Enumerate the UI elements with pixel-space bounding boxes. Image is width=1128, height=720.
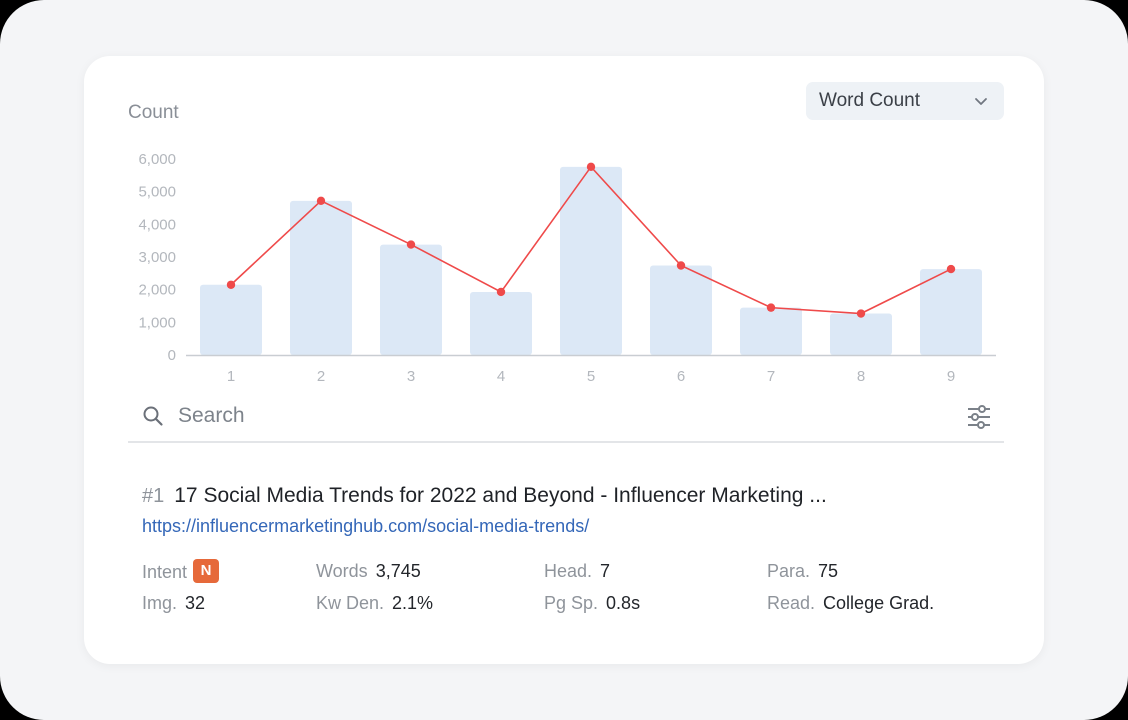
metric-page-speed: Pg Sp. 0.8s bbox=[544, 593, 640, 614]
line-point bbox=[496, 287, 506, 297]
metric-keyword-density: Kw Den. 2.1% bbox=[316, 593, 433, 614]
x-tick-label: 7 bbox=[767, 368, 775, 385]
metric-label: Read. bbox=[767, 593, 816, 613]
metric-value: 3,745 bbox=[375, 561, 421, 581]
search-bar bbox=[128, 395, 1004, 443]
metric-label: Kw Den. bbox=[316, 593, 385, 613]
y-tick-label: 6,000 bbox=[138, 151, 176, 168]
y-tick-label: 1,000 bbox=[138, 314, 176, 331]
metric-label: Img. bbox=[142, 593, 178, 613]
line-point bbox=[766, 303, 776, 312]
metric-headings: Head. 7 bbox=[544, 561, 610, 582]
y-tick-label: 4,000 bbox=[138, 216, 176, 233]
metric-select-value: Word Count bbox=[819, 90, 921, 111]
bar bbox=[650, 265, 712, 355]
metric-label: Para. bbox=[767, 561, 811, 581]
metric-value: 0.8s bbox=[606, 593, 641, 613]
bar bbox=[290, 200, 352, 355]
metric-value: 75 bbox=[818, 561, 839, 581]
metric-value: 7 bbox=[600, 561, 611, 581]
result-rank: #1 bbox=[142, 485, 165, 507]
bar bbox=[200, 284, 262, 355]
x-tick-label: 9 bbox=[947, 368, 955, 385]
x-tick-label: 6 bbox=[677, 368, 685, 385]
line-point bbox=[946, 264, 956, 274]
filter-sliders-icon[interactable] bbox=[966, 404, 992, 435]
metric-value: College Grad. bbox=[823, 593, 935, 613]
result-title[interactable]: 17 Social Media Trends for 2022 and Beyo… bbox=[174, 484, 827, 507]
metric-value: 2.1% bbox=[392, 593, 434, 613]
y-axis-label: Count bbox=[128, 102, 179, 123]
line-point bbox=[856, 309, 866, 318]
line-point bbox=[586, 162, 596, 172]
result-header: #1 17 Social Media Trends for 2022 and Be… bbox=[142, 484, 1002, 508]
result-metrics: Intent N Words 3,745 Head. 7 Para. 75 Img. 32… bbox=[142, 559, 1002, 621]
metric-paragraphs: Para. 75 bbox=[767, 561, 838, 582]
bar bbox=[830, 313, 892, 355]
intent-badge: N bbox=[193, 559, 220, 583]
y-tick-label: 0 bbox=[168, 347, 176, 364]
x-tick-label: 5 bbox=[587, 368, 595, 385]
y-tick-label: 5,000 bbox=[138, 184, 176, 201]
bar bbox=[560, 166, 622, 355]
x-tick-label: 4 bbox=[497, 368, 505, 385]
search-input[interactable] bbox=[178, 399, 898, 433]
x-tick-label: 8 bbox=[857, 368, 865, 385]
line-point bbox=[316, 196, 326, 206]
metric-select-dropdown[interactable]: Word Count bbox=[806, 82, 1004, 120]
result-url[interactable]: https://influencermarketinghub.com/socia… bbox=[142, 516, 590, 536]
chevron-down-icon bbox=[974, 94, 988, 113]
word-count-chart: 0 1,000 2,000 3,000 4,000 5,000 6,000 1 2 3 4 5 6 7 8 9 bbox=[138, 151, 996, 385]
bar bbox=[470, 291, 532, 355]
line-point bbox=[676, 261, 686, 270]
metric-label: Head. bbox=[544, 561, 593, 581]
line-point bbox=[226, 280, 236, 289]
search-result: #1 17 Social Media Trends for 2022 and Be… bbox=[142, 484, 1002, 537]
line-point bbox=[406, 240, 416, 249]
metric-intent: Intent N bbox=[142, 559, 220, 585]
metric-value: 32 bbox=[185, 593, 206, 613]
bar bbox=[920, 269, 982, 355]
x-tick-label: 2 bbox=[317, 368, 325, 385]
metric-readability: Read. College Grad. bbox=[767, 593, 934, 614]
bar bbox=[740, 307, 802, 355]
metric-label: Intent bbox=[142, 561, 188, 582]
x-tick-label: 3 bbox=[407, 368, 415, 385]
bar bbox=[380, 244, 442, 355]
serp-analysis-card: Count Word Count 0 1,000 2,000 3,000 4,000 5,… bbox=[84, 56, 1044, 664]
metric-label: Pg Sp. bbox=[544, 593, 599, 613]
y-tick-label: 3,000 bbox=[138, 249, 176, 266]
metric-words: Words 3,745 bbox=[316, 561, 421, 582]
x-tick-label: 1 bbox=[227, 368, 235, 385]
search-icon bbox=[142, 405, 164, 432]
y-tick-label: 2,000 bbox=[138, 282, 176, 299]
metric-label: Words bbox=[316, 561, 368, 581]
metric-images: Img. 32 bbox=[142, 593, 205, 614]
